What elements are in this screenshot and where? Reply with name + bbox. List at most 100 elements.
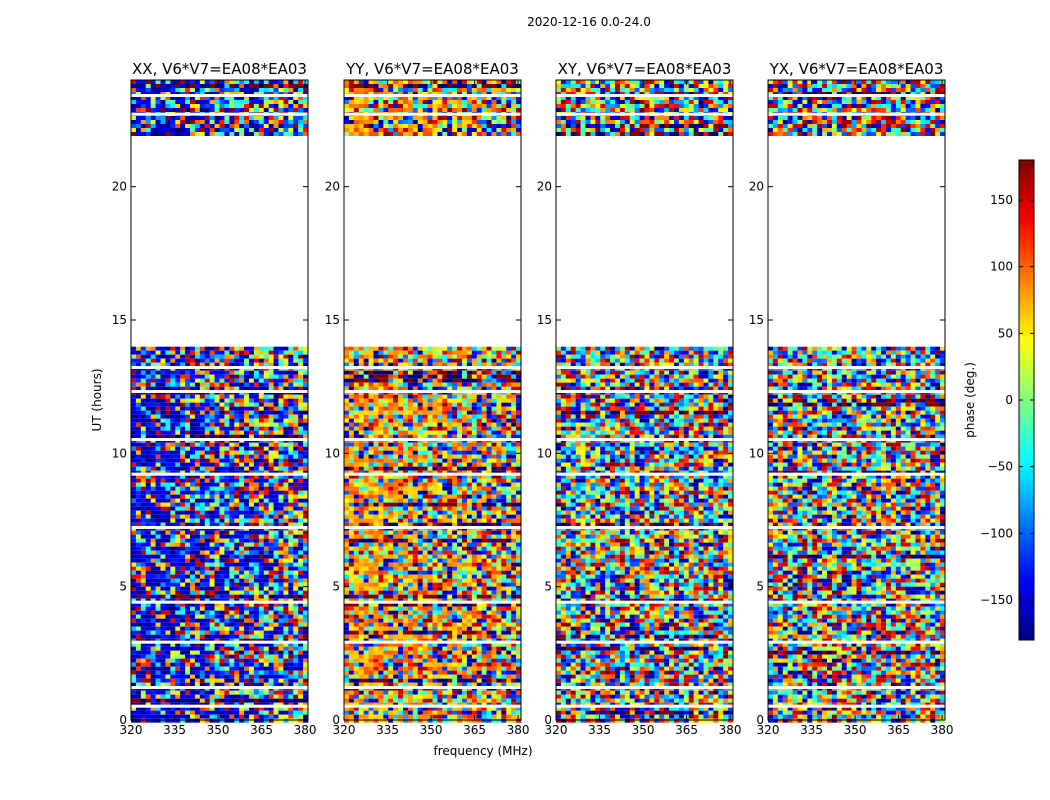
heatmap-cell: [219, 682, 225, 687]
heatmap-cell: [447, 374, 453, 379]
heatmap-cell: [219, 406, 225, 411]
heatmap-cell: [288, 594, 294, 599]
heatmap-cell: [393, 430, 399, 435]
heatmap-cell: [278, 690, 284, 695]
heatmap-cell: [150, 430, 156, 435]
heatmap-cell: [190, 362, 196, 367]
heatmap-cell: [170, 80, 176, 84]
heatmap-cell: [135, 670, 142, 675]
heatmap-cell: [224, 406, 230, 411]
heatmap-cell: [253, 128, 260, 132]
heatmap-cell: [170, 714, 176, 719]
heatmap-cell: [501, 354, 507, 359]
heatmap-cell: [224, 590, 230, 595]
heatmap-cell: [170, 354, 176, 359]
heatmap-cell: [229, 482, 235, 487]
heatmap-cell: [283, 498, 289, 503]
heatmap-cell: [263, 514, 269, 519]
heatmap-cell: [348, 434, 355, 439]
heatmap-cell: [199, 434, 206, 439]
heatmap-cell: [190, 458, 196, 463]
heatmap-cell: [155, 582, 161, 587]
heatmap-cell: [348, 362, 355, 367]
heatmap-cell: [185, 124, 191, 128]
heatmap-cell: [298, 430, 304, 435]
heatmap-cell: [194, 506, 201, 511]
heatmap-cell: [219, 566, 225, 571]
heatmap-cell: [253, 132, 260, 136]
heatmap-cell: [273, 346, 279, 351]
heatmap-cell: [388, 394, 394, 399]
heatmap-cell: [298, 442, 304, 447]
heatmap-cell: [180, 578, 186, 583]
heatmap-cell: [298, 714, 304, 719]
heatmap-cell: [214, 674, 220, 679]
heatmap-cell: [403, 410, 409, 415]
heatmap-cell: [407, 402, 414, 407]
heatmap-cell: [140, 446, 147, 451]
heatmap-cell: [447, 350, 453, 355]
heatmap-cell: [135, 622, 142, 627]
heatmap-cell: [155, 566, 161, 571]
heatmap-cell: [268, 128, 274, 132]
heatmap-cell: [511, 398, 517, 403]
heatmap-cell: [516, 458, 522, 463]
heatmap-cell: [135, 354, 142, 359]
heatmap-cell: [253, 718, 260, 723]
heatmap-cell: [293, 128, 299, 132]
heatmap-cell: [273, 378, 279, 383]
heatmap-cell: [185, 522, 191, 527]
heatmap-cell: [199, 386, 206, 391]
heatmap-cell: [303, 482, 309, 487]
heatmap-cell: [135, 446, 142, 451]
heatmap-cell: [199, 658, 206, 663]
heatmap-cell: [165, 630, 171, 635]
heatmap-cell: [194, 718, 201, 723]
heatmap-cell: [437, 430, 443, 435]
heatmap-cell: [199, 514, 206, 519]
heatmap-cell: [214, 558, 220, 563]
heatmap-cell: [378, 386, 384, 391]
heatmap-cell: [368, 450, 374, 455]
heatmap-cell: [268, 622, 274, 627]
heatmap-cell: [383, 382, 389, 387]
heatmap-cell: [155, 614, 161, 619]
heatmap-cell: [481, 370, 487, 375]
heatmap-cell: [140, 566, 147, 571]
heatmap-cell: [407, 370, 414, 375]
heatmap-cell: [268, 550, 274, 555]
heatmap-cell: [348, 458, 355, 463]
heatmap-cell: [209, 84, 215, 88]
heatmap-cell: [516, 434, 522, 439]
heatmap-cell: [288, 486, 294, 491]
heatmap-cell: [258, 478, 265, 483]
heatmap-cell: [303, 120, 309, 124]
heatmap-cell: [209, 426, 215, 431]
heatmap-cell: [214, 406, 220, 411]
heatmap-cell: [253, 538, 260, 543]
heatmap-cell: [175, 522, 181, 527]
heatmap-cell: [249, 558, 255, 563]
heatmap-cell: [393, 450, 399, 455]
heatmap-cell: [303, 654, 309, 659]
heatmap-cell: [219, 96, 225, 100]
heatmap-cell: [258, 506, 265, 511]
heatmap-cell: [175, 402, 181, 407]
heatmap-cell: [466, 418, 473, 423]
heatmap-cell: [185, 418, 191, 423]
heatmap-cell: [273, 646, 279, 651]
heatmap-cell: [452, 362, 458, 367]
heatmap-cell: [283, 546, 289, 551]
heatmap-cell: [283, 394, 289, 399]
heatmap-cell: [214, 108, 220, 112]
heatmap-cell: [175, 474, 181, 479]
heatmap-cell: [140, 710, 147, 715]
heatmap-cell: [288, 590, 294, 595]
heatmap-cell: [298, 382, 304, 387]
heatmap-cell: [258, 650, 265, 655]
heatmap-cell: [131, 606, 137, 611]
heatmap-cell: [234, 406, 240, 411]
heatmap-cell: [199, 482, 206, 487]
heatmap-cell: [140, 594, 147, 599]
heatmap-cell: [190, 358, 196, 363]
